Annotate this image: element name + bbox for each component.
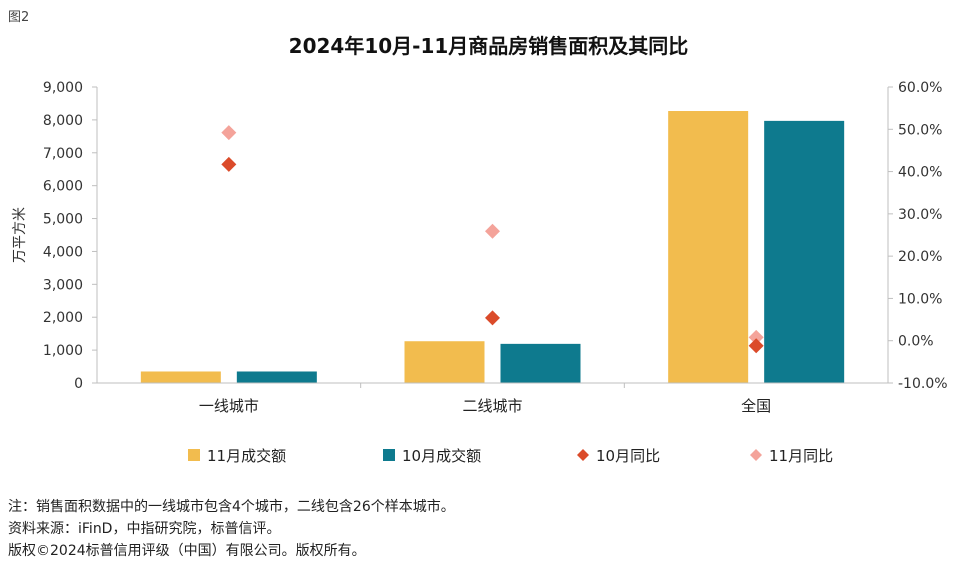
notes: 注：销售面积数据中的一线城市包含4个城市，二线包含26个样本城市。 资料来源：i… bbox=[8, 496, 455, 562]
y2-tick-label: 30.0% bbox=[898, 207, 942, 223]
bar-nov bbox=[668, 111, 749, 384]
copyright-line: 版权©2024标普信用评级（中国）有限公司。版权所有。 bbox=[8, 543, 366, 559]
marker-nov-yoy bbox=[221, 125, 237, 141]
y2-tick-label: 10.0% bbox=[898, 291, 942, 307]
y-tick-label: 1,000 bbox=[43, 343, 83, 359]
y-tick-label: 7,000 bbox=[43, 146, 83, 162]
chart-title: 2024年10月-11月商品房销售面积及其同比 bbox=[288, 34, 689, 58]
y-tick-label: 9,000 bbox=[43, 80, 83, 96]
legend-swatch bbox=[750, 449, 762, 461]
legend-swatch bbox=[577, 449, 589, 461]
marker-oct-yoy bbox=[748, 338, 764, 354]
legend-label: 11月同比 bbox=[769, 447, 833, 465]
chart-canvas: 0 1,000 2,000 3,000 4,000 5,000 6,000 7,000 8,00… bbox=[12, 80, 948, 465]
bar-nov bbox=[140, 371, 221, 383]
marker-nov-yoy bbox=[748, 329, 764, 345]
legend-swatch bbox=[383, 449, 395, 461]
y-tick-label: 6,000 bbox=[43, 179, 83, 195]
y2-tick-label: 20.0% bbox=[898, 249, 942, 265]
y2-tick-label: 60.0% bbox=[898, 80, 942, 96]
x-tick-label: 二线城市 bbox=[462, 397, 522, 415]
legend-label: 11月成交额 bbox=[207, 447, 286, 465]
bar-nov bbox=[404, 341, 485, 383]
figure-label: 图2 bbox=[8, 10, 30, 25]
bar-oct bbox=[764, 120, 845, 384]
legend-label: 10月同比 bbox=[596, 447, 660, 465]
y2-tick-label: -10.0% bbox=[898, 376, 948, 392]
legend-label: 10月成交额 bbox=[402, 447, 481, 465]
legend-swatch bbox=[188, 449, 200, 461]
marker-oct-yoy bbox=[485, 310, 500, 326]
y2-tick-label: 40.0% bbox=[898, 165, 942, 181]
y-tick-label: 3,000 bbox=[43, 277, 83, 293]
marker-nov-yoy bbox=[485, 223, 500, 239]
y-axis-title: 万平方米 bbox=[12, 207, 28, 263]
marker-oct-yoy bbox=[221, 156, 237, 172]
y-tick-label: 0 bbox=[74, 376, 83, 392]
y-tick-label: 4,000 bbox=[43, 244, 83, 260]
y-tick-label: 2,000 bbox=[43, 310, 83, 326]
x-tick-label: 全国 bbox=[741, 397, 771, 415]
bar-oct bbox=[500, 343, 581, 383]
x-tick-label: 一线城市 bbox=[199, 397, 259, 415]
bar-oct bbox=[236, 371, 317, 383]
note-line: 注：销售面积数据中的一线城市包含4个城市，二线包含26个样本城市。 bbox=[8, 499, 455, 515]
y2-tick-label: 50.0% bbox=[898, 122, 942, 138]
y-tick-label: 8,000 bbox=[43, 113, 83, 129]
source-line: 资料来源：iFinD，中指研究院，标普信评。 bbox=[8, 521, 281, 537]
y2-tick-label: 0.0% bbox=[898, 334, 934, 350]
y-tick-label: 5,000 bbox=[43, 212, 83, 228]
